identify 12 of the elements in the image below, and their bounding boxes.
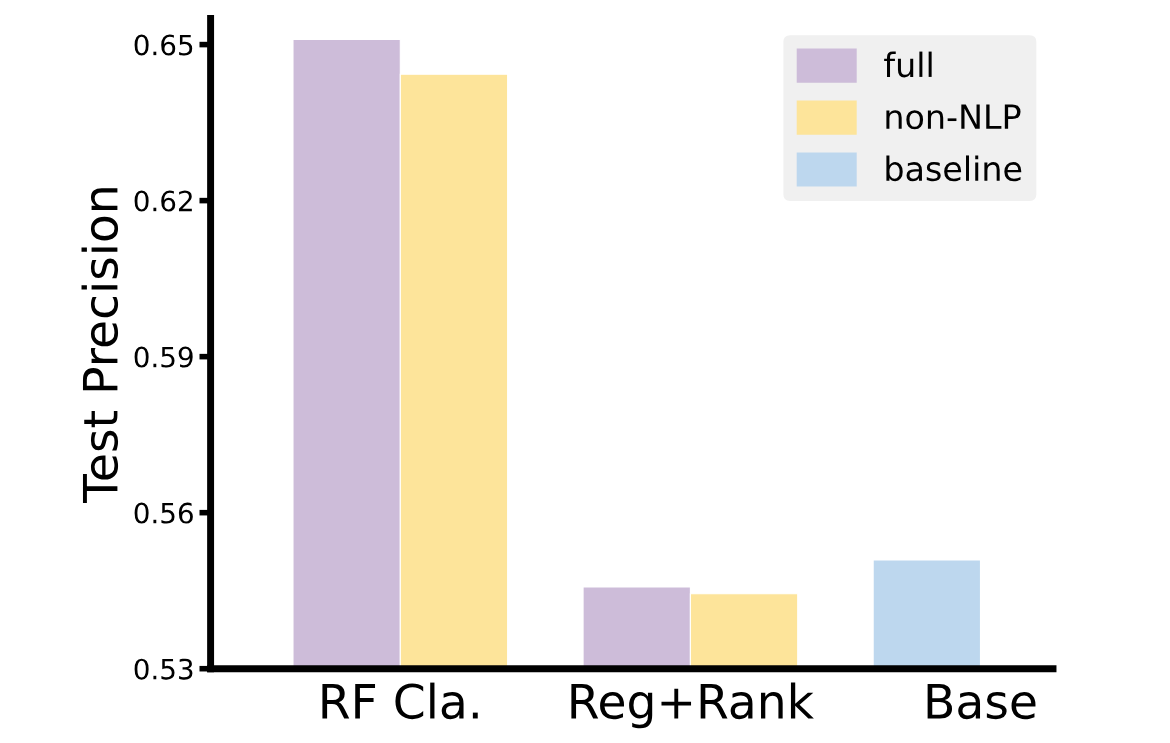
- legend-label: full: [884, 51, 932, 78]
- x-tick-label: Reg+Rank: [571, 682, 814, 729]
- y-tick-label: 0.65: [134, 34, 193, 56]
- legend-label: non-NLP: [886, 104, 1021, 130]
- y-tick-label: 0.56: [134, 502, 193, 524]
- y-axis-title: Test Precision: [81, 188, 119, 504]
- legend-label: baseline: [886, 155, 1022, 182]
- y-tick-label: 0.53: [134, 658, 193, 680]
- x-tick-label: RF Cla.: [322, 682, 478, 720]
- y-tick-label: 0.62: [134, 190, 192, 212]
- x-tick-label: Base: [927, 684, 1036, 720]
- y-tick-label: 0.59: [134, 346, 193, 368]
